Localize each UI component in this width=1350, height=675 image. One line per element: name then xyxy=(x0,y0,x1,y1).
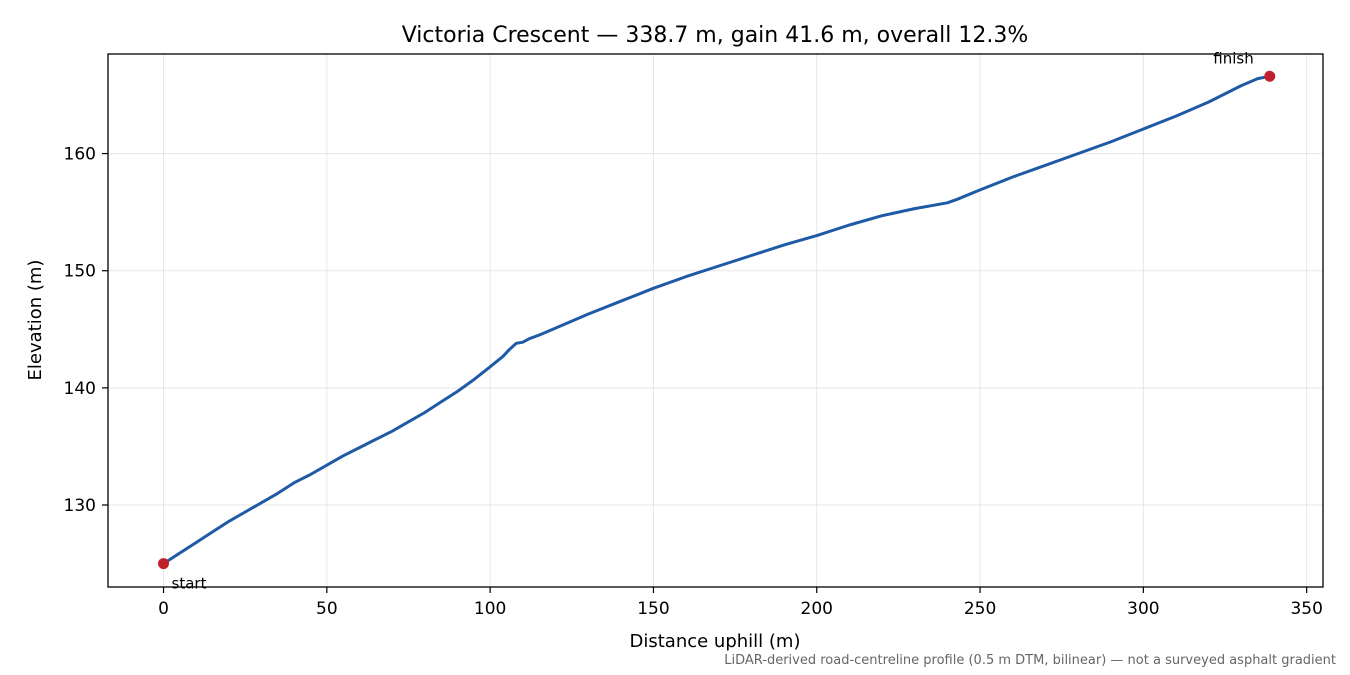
x-tick-label: 0 xyxy=(158,599,169,619)
grid-lines xyxy=(108,54,1323,587)
annotations: start finish xyxy=(172,49,1254,592)
start-marker xyxy=(158,558,170,570)
finish-marker xyxy=(1264,70,1276,82)
x-axis-label: Distance uphill (m) xyxy=(630,631,801,652)
y-tick-label: 150 xyxy=(64,262,96,282)
y-tick-label: 160 xyxy=(64,145,96,165)
x-tick-label: 300 xyxy=(1127,599,1159,619)
chart-title: Victoria Crescent — 338.7 m, gain 41.6 m… xyxy=(402,23,1029,48)
x-tick-label: 250 xyxy=(964,599,996,619)
x-tick-label: 150 xyxy=(637,599,669,619)
endpoint-markers xyxy=(158,70,1276,570)
finish-label: finish xyxy=(1213,49,1253,67)
plot-frame xyxy=(107,53,1324,588)
y-tick-label: 140 xyxy=(64,379,96,399)
x-axis-ticks: 0 50 100 150 200 250 300 350 xyxy=(158,587,1323,619)
elevation-line xyxy=(162,74,1271,565)
start-label: start xyxy=(172,575,207,593)
x-tick-label: 350 xyxy=(1290,599,1322,619)
y-axis-ticks: 130 140 150 160 xyxy=(64,145,108,516)
y-axis-label: Elevation (m) xyxy=(25,260,46,381)
x-tick-label: 100 xyxy=(474,599,506,619)
x-tick-label: 50 xyxy=(316,599,338,619)
y-tick-label: 130 xyxy=(64,496,96,516)
footnote: LiDAR-derived road-centreline profile (0… xyxy=(724,653,1336,668)
x-tick-label: 200 xyxy=(801,599,833,619)
